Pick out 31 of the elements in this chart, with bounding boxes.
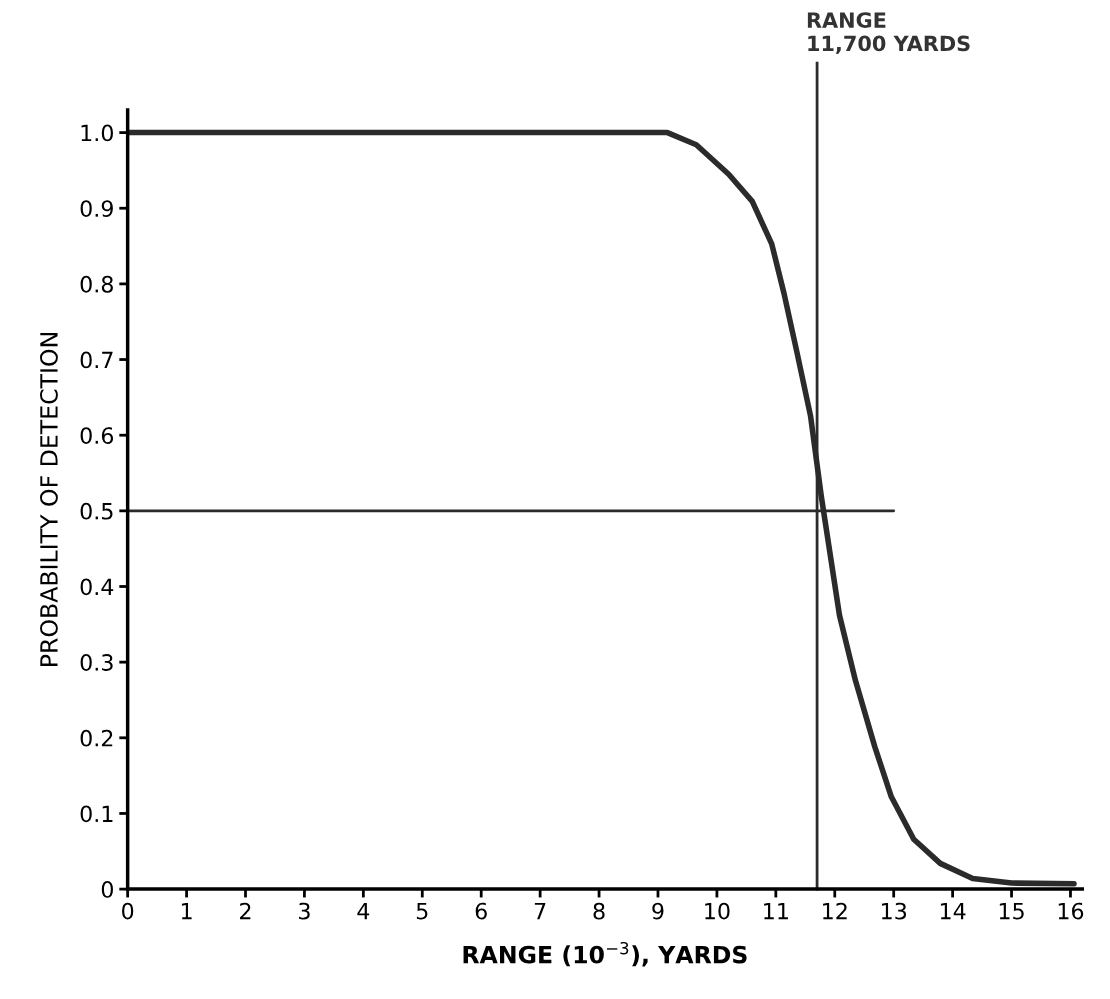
y-axis-title: PROBABILITY OF DETECTION	[40, 333, 58, 666]
y-tick-label: 0	[101, 881, 113, 898]
x-tick-label: 4	[357, 902, 370, 920]
y-tick-label: 0.8	[80, 275, 113, 293]
x-axis-title: RANGE (10$^{−3}$), YARDS	[463, 941, 747, 967]
x-tick-label: 2	[240, 902, 251, 920]
y-tick-label: 0.3	[80, 654, 113, 671]
x-tick-label: 13	[881, 902, 907, 920]
x-tick-label: 16	[1058, 902, 1084, 920]
y-tick-label: 0.6	[80, 427, 114, 444]
x-tick-label: 8	[593, 902, 605, 920]
x-tick-label: 12	[823, 902, 847, 920]
x-tick-label: 10	[705, 902, 730, 920]
y-tick-label: 0.9	[80, 200, 113, 217]
x-tick-label: 0	[122, 902, 134, 920]
x-tick-label: 6	[475, 902, 487, 920]
ref-line-label: RANGE 11,700 YARDS	[807, 12, 970, 54]
y-tick-label: 1.0	[81, 124, 113, 142]
y-tick-label: 0.4	[80, 578, 114, 596]
x-tick-label: 1	[181, 902, 192, 920]
x-tick-label: 3	[299, 902, 310, 920]
x-tick-label: 5	[416, 902, 428, 920]
x-tick-label: 14	[940, 902, 966, 920]
y-tick-label: 0.7	[80, 351, 113, 369]
y-tick-label: 0.5	[80, 502, 113, 520]
x-tick-label: 15	[999, 902, 1024, 920]
y-tick-label: 0.2	[80, 729, 113, 747]
y-tick-label: 0.1	[80, 805, 113, 823]
x-tick-label: 7	[534, 902, 546, 920]
x-tick-label: 11	[764, 902, 788, 920]
x-tick-label: 9	[652, 902, 664, 920]
